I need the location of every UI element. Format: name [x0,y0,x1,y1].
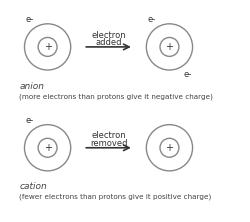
Circle shape [38,138,57,157]
Text: cation: cation [19,182,47,191]
Circle shape [146,24,192,70]
Text: (fewer electrons than protons give it positive charge): (fewer electrons than protons give it po… [19,194,212,200]
Circle shape [24,24,71,70]
Text: electron: electron [91,31,126,40]
Text: e-: e- [26,15,34,24]
Text: +: + [166,42,173,52]
Circle shape [38,38,57,56]
Text: added: added [95,38,122,47]
Circle shape [160,38,179,56]
Circle shape [24,125,71,171]
Circle shape [146,125,192,171]
Text: (more electrons than protons give it negative charge): (more electrons than protons give it neg… [19,93,213,100]
Text: electron: electron [91,131,126,140]
Circle shape [160,138,179,157]
Text: +: + [166,143,173,153]
Text: +: + [44,42,52,52]
Text: e-: e- [26,116,34,125]
Text: e-: e- [183,70,192,79]
Text: e-: e- [148,15,156,24]
Text: removed: removed [90,139,127,148]
Text: +: + [44,143,52,153]
Text: anion: anion [19,82,44,91]
